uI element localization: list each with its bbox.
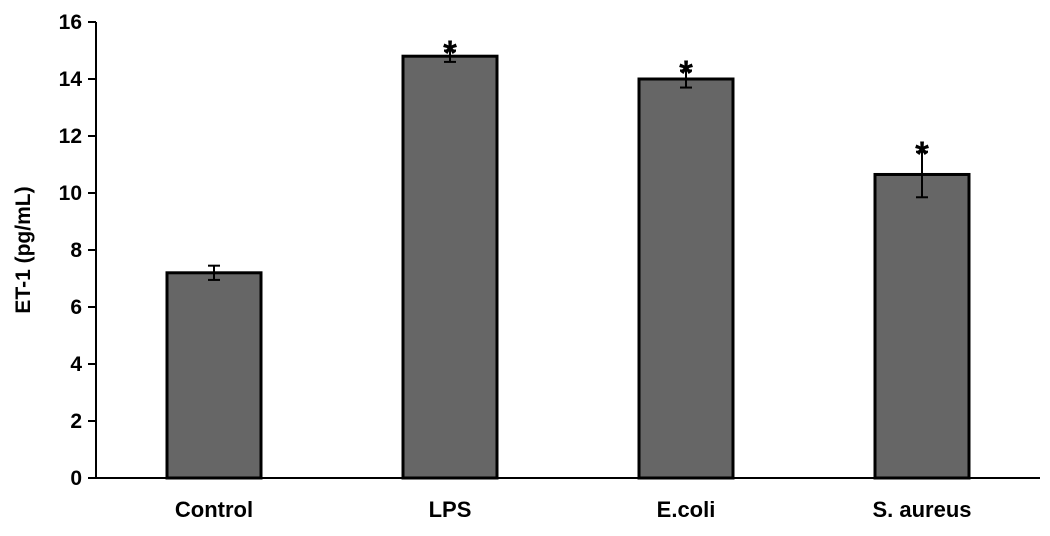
y-tick-label: 8 — [70, 239, 82, 262]
x-axis-category-labels: Control LPS E.coli S. aureus — [175, 497, 972, 522]
significance-asterisk: * — [915, 134, 929, 175]
y-tick-label: 14 — [59, 68, 83, 91]
x-category-label: S. aureus — [872, 497, 971, 522]
y-tick-label: 6 — [70, 296, 82, 319]
significance-asterisk: * — [443, 33, 457, 74]
y-tick-label: 12 — [59, 125, 82, 148]
y-tick-label: 2 — [70, 410, 82, 433]
significance-marks: * * * — [443, 33, 929, 175]
bar-lps — [401, 54, 499, 480]
x-category-label: LPS — [429, 497, 472, 522]
bars — [165, 54, 971, 480]
y-axis-ticks: 0 2 4 6 8 10 12 14 16 — [59, 11, 96, 490]
significance-asterisk: * — [679, 52, 693, 93]
x-category-label: E.coli — [657, 497, 716, 522]
y-axis-title: ET-1 (pg/mL) — [12, 186, 35, 313]
bar-e-coli — [637, 77, 735, 480]
y-tick-label: 4 — [70, 353, 82, 376]
y-tick-label: 0 — [70, 467, 82, 490]
bar-s-aureus — [873, 172, 971, 480]
bar-control — [165, 271, 263, 480]
x-category-label: Control — [175, 497, 253, 522]
error-bars — [208, 49, 928, 281]
y-tick-label: 10 — [59, 182, 82, 205]
y-tick-label: 16 — [59, 11, 82, 34]
